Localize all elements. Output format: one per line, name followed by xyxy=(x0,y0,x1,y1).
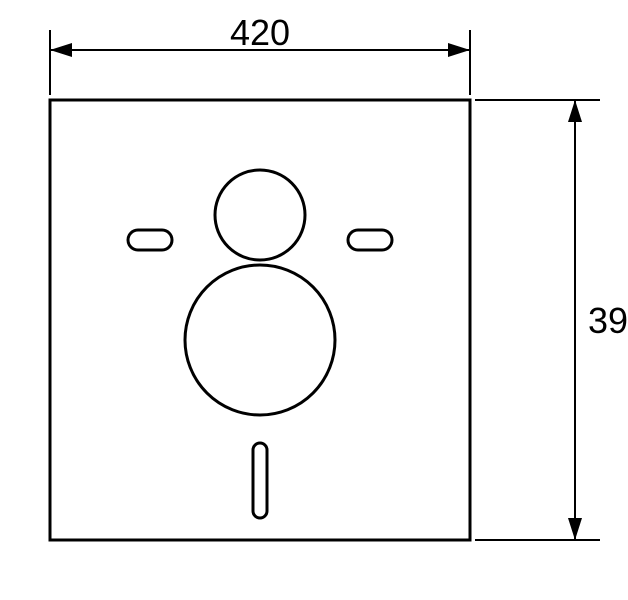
dim-top-label: 420 xyxy=(230,12,290,53)
cutout-large-circle xyxy=(185,265,335,415)
cutout-right-slot xyxy=(348,230,392,250)
arrow-right-bottom xyxy=(568,518,582,540)
cutout-left-slot xyxy=(128,230,172,250)
arrow-right-top xyxy=(568,100,582,122)
arrow-top-right xyxy=(448,43,470,57)
arrow-top-left xyxy=(50,43,72,57)
cutout-bottom-slot xyxy=(253,443,267,518)
dim-right-label: 390 xyxy=(588,300,628,341)
technical-drawing: 420 390 xyxy=(0,0,628,600)
cutout-small-circle xyxy=(215,170,305,260)
